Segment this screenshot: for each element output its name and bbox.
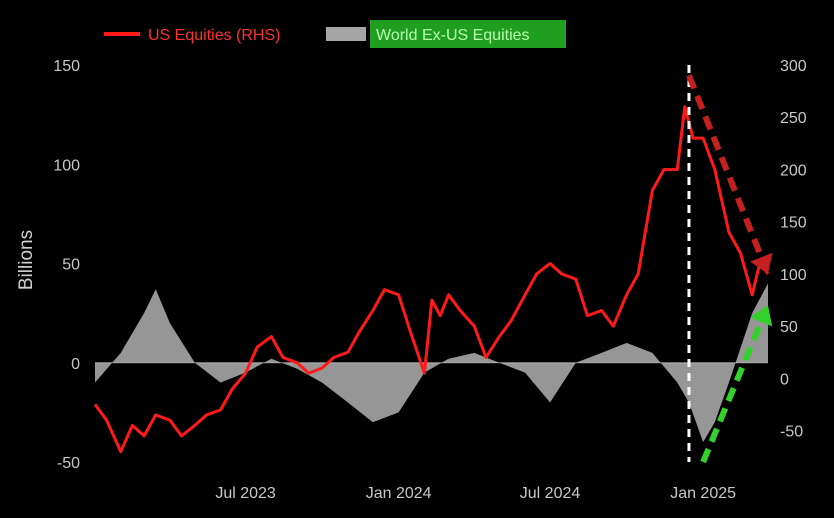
annotations (686, 65, 773, 464)
x-tick-label: Jan 2025 (670, 485, 736, 502)
left-tick-label: 0 (71, 356, 80, 373)
x-tick-label: Jan 2024 (366, 485, 432, 502)
red-arrow-head (750, 252, 773, 274)
legend-label-us: US Equities (RHS) (148, 27, 280, 44)
right-tick-label: 50 (780, 319, 798, 336)
legend-swatch-world (326, 27, 366, 41)
left-tick-label: -50 (57, 455, 80, 472)
us-equities-line (93, 105, 770, 454)
x-tick-label: Jul 2023 (215, 485, 276, 502)
left-tick-label: 100 (53, 157, 80, 174)
left-axis-ticks: -50 0 50 100 150 (53, 58, 80, 472)
right-tick-label: 300 (780, 58, 807, 75)
x-axis-ticks: Jul 2023 Jan 2024 Jul 2024 Jan 2025 (215, 485, 736, 502)
legend: US Equities (RHS) World Ex-US Equities (104, 20, 566, 48)
legend-label-world: World Ex-US Equities (376, 27, 530, 44)
right-tick-label: 100 (780, 267, 807, 284)
right-tick-label: 250 (780, 110, 807, 127)
legend-label-world-bg (370, 20, 566, 48)
green-arrow-head (750, 305, 773, 327)
right-tick-label: 150 (780, 215, 807, 232)
left-tick-label: 50 (62, 257, 80, 274)
red-arrow-shaft (686, 74, 765, 259)
x-tick-label: Jul 2024 (520, 485, 581, 502)
right-tick-label: -50 (780, 424, 803, 441)
right-axis-ticks: -50 0 50 100 150 200 250 300 (780, 58, 807, 441)
y-axis-label: Billions (16, 230, 37, 290)
left-tick-label: 150 (53, 58, 80, 75)
green-arrow-shaft (700, 320, 764, 464)
right-tick-label: 0 (780, 371, 789, 388)
right-tick-label: 200 (780, 162, 807, 179)
us-equities-line-path (93, 105, 770, 454)
